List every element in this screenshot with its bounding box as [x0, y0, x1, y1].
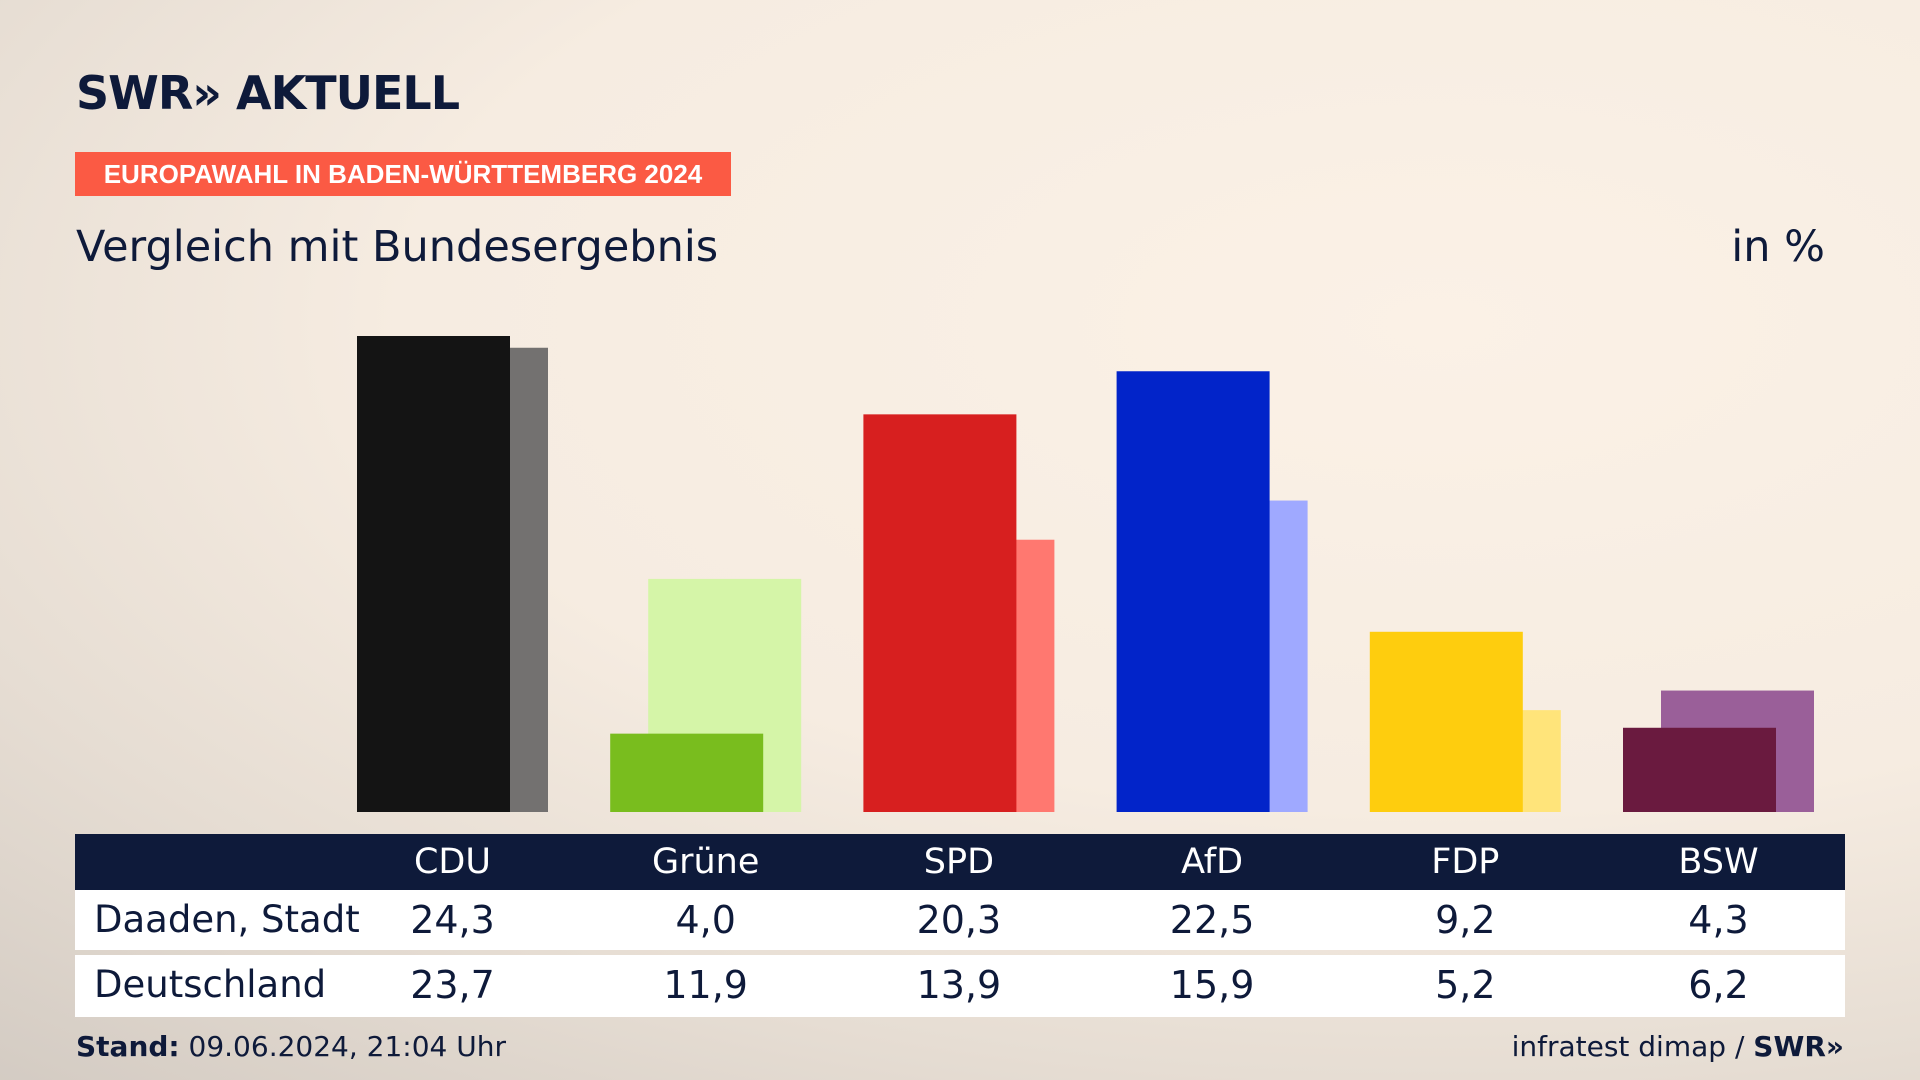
chart-title: Vergleich mit Bundesergebnis — [76, 222, 719, 272]
row-label-deutschland: Deutschland — [94, 963, 327, 1006]
stand-value: 09.06.2024, 21:04 Uhr — [188, 1030, 506, 1063]
swr-small-logo: SWR» — [1753, 1030, 1844, 1063]
unit-label: in % — [1731, 222, 1825, 272]
bar-chart — [357, 336, 1814, 812]
bar-daaden-afd — [1116, 371, 1270, 812]
value-deutschland-afd: 15,9 — [1169, 963, 1255, 1007]
bar-daaden-bsw — [1623, 727, 1776, 812]
value-daaden-afd: 22,5 — [1169, 898, 1255, 942]
header-grüne: Grüne — [651, 842, 760, 882]
header-bsw: BSW — [1678, 842, 1759, 882]
source-credit: infratest dimap / SWR» — [1512, 1030, 1844, 1063]
source-text: infratest dimap / — [1511, 1030, 1745, 1063]
value-deutschland-bsw: 6,2 — [1688, 963, 1749, 1007]
stand-label: Stand: — [76, 1030, 180, 1063]
header-cdu: CDU — [413, 842, 491, 882]
value-deutschland-grüne: 11,9 — [663, 963, 748, 1007]
value-daaden-fdp: 9,2 — [1435, 898, 1496, 942]
value-deutschland-cdu: 23,7 — [410, 963, 495, 1007]
header-afd: AfD — [1181, 842, 1244, 882]
header-spd: SPD — [923, 842, 995, 882]
value-deutschland-spd: 13,9 — [916, 963, 1002, 1007]
bar-daaden-grüne — [610, 733, 764, 812]
value-daaden-spd: 20,3 — [916, 898, 1002, 942]
table-row-deutschland: Deutschland 23,7 11,9 13,9 15,9 5,2 6,2 — [75, 955, 1845, 1017]
value-daaden-cdu: 24,3 — [410, 898, 495, 942]
row-label-daaden: Daaden, Stadt — [94, 898, 360, 941]
timestamp: Stand: 09.06.2024, 21:04 Uhr — [76, 1030, 506, 1063]
value-deutschland-fdp: 5,2 — [1435, 963, 1496, 1007]
election-badge: EUROPAWAHL IN BADEN-WÜRTTEMBERG 2024 — [75, 152, 731, 196]
value-daaden-bsw: 4,3 — [1688, 898, 1749, 942]
bar-daaden-spd — [863, 414, 1017, 812]
results-table: CDU Grüne SPD AfD FDP BSW Daaden, Stadt 24,3 4… — [75, 834, 1845, 1017]
table-row-daaden: Daaden, Stadt 24,3 4,0 20,3 22,5 9,2 4,3 — [75, 890, 1845, 950]
header-fdp: FDP — [1431, 842, 1500, 882]
bar-daaden-fdp — [1369, 631, 1523, 812]
bar-daaden-cdu — [357, 336, 510, 812]
table-header: CDU Grüne SPD AfD FDP BSW — [75, 834, 1845, 890]
swr-aktuell-logo: SWR» AKTUELL — [76, 66, 460, 120]
value-daaden-grüne: 4,0 — [675, 898, 736, 942]
